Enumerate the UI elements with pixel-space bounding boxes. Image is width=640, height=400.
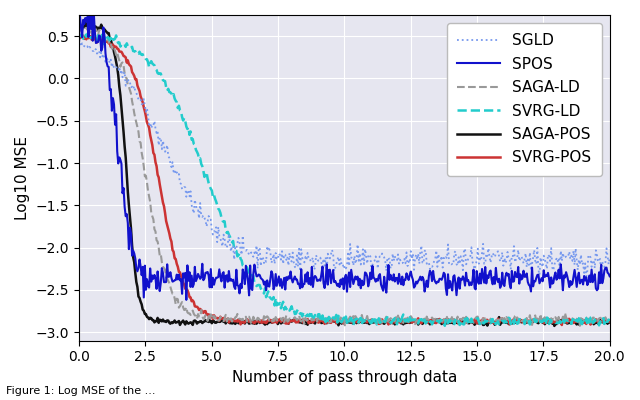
SPOS xyxy=(75,7,83,12)
SVRG-LD xyxy=(364,319,371,324)
SGLD xyxy=(75,39,83,44)
SGLD xyxy=(76,38,84,43)
SVRG-POS xyxy=(392,320,400,325)
SAGA-POS xyxy=(75,23,83,28)
SVRG-LD xyxy=(84,31,92,36)
SAGA-LD xyxy=(595,316,603,321)
Line: SAGA-POS: SAGA-POS xyxy=(79,22,610,326)
SAGA-LD xyxy=(328,315,336,320)
SAGA-LD xyxy=(364,314,371,318)
SAGA-LD xyxy=(332,318,339,322)
SVRG-POS xyxy=(595,321,603,326)
SPOS xyxy=(595,270,603,275)
SPOS xyxy=(88,5,95,10)
SAGA-LD xyxy=(606,319,614,324)
X-axis label: Number of pass through data: Number of pass through data xyxy=(232,370,457,385)
SAGA-POS xyxy=(595,317,603,322)
SVRG-LD xyxy=(75,33,83,38)
SVRG-POS xyxy=(558,322,566,327)
SAGA-POS xyxy=(550,324,558,328)
SGLD xyxy=(364,261,371,266)
SAGA-LD xyxy=(511,314,519,318)
SVRG-POS xyxy=(332,315,339,320)
SVRG-LD xyxy=(512,316,520,320)
SVRG-LD xyxy=(328,317,336,322)
SGLD xyxy=(328,248,336,252)
Line: SVRG-LD: SVRG-LD xyxy=(79,33,610,326)
Legend: SGLD, SPOS, SAGA-LD, SVRG-LD, SAGA-POS, SVRG-POS: SGLD, SPOS, SAGA-LD, SVRG-LD, SAGA-POS, … xyxy=(447,23,602,176)
SAGA-LD xyxy=(392,315,400,320)
SAGA-LD xyxy=(84,25,92,30)
SVRG-LD xyxy=(441,323,449,328)
SPOS xyxy=(512,274,520,279)
Line: SVRG-POS: SVRG-POS xyxy=(79,35,610,325)
SAGA-POS xyxy=(511,320,519,325)
Line: SAGA-LD: SAGA-LD xyxy=(79,27,610,326)
SVRG-POS xyxy=(78,32,86,37)
SPOS xyxy=(182,298,190,302)
SVRG-POS xyxy=(511,320,519,324)
SPOS xyxy=(330,268,337,272)
SAGA-POS xyxy=(392,320,400,325)
SAGA-POS xyxy=(606,320,614,325)
SVRG-LD xyxy=(595,323,603,328)
SAGA-POS xyxy=(81,20,89,25)
SVRG-POS xyxy=(328,319,336,324)
SGLD xyxy=(332,265,339,270)
SGLD xyxy=(606,254,614,259)
SPOS xyxy=(332,281,340,286)
Line: SGLD: SGLD xyxy=(79,40,610,276)
SVRG-LD xyxy=(606,318,614,323)
SVRG-POS xyxy=(606,319,614,324)
Line: SPOS: SPOS xyxy=(79,7,610,300)
SGLD xyxy=(392,258,400,262)
SVRG-LD xyxy=(332,316,339,320)
SPOS xyxy=(364,284,372,289)
SAGA-LD xyxy=(576,323,584,328)
SAGA-POS xyxy=(364,321,371,326)
SAGA-POS xyxy=(328,318,336,322)
SAGA-LD xyxy=(75,25,83,30)
SGLD xyxy=(595,258,603,262)
Y-axis label: Log10 MSE: Log10 MSE xyxy=(15,136,30,220)
Text: Figure 1: Log MSE of the ...: Figure 1: Log MSE of the ... xyxy=(6,386,156,396)
SGLD xyxy=(511,260,519,265)
SAGA-POS xyxy=(332,319,339,324)
SPOS xyxy=(606,274,614,279)
SVRG-LD xyxy=(392,317,400,322)
SGLD xyxy=(582,274,590,279)
SPOS xyxy=(393,276,401,280)
SVRG-POS xyxy=(75,37,83,42)
SVRG-POS xyxy=(364,320,371,325)
